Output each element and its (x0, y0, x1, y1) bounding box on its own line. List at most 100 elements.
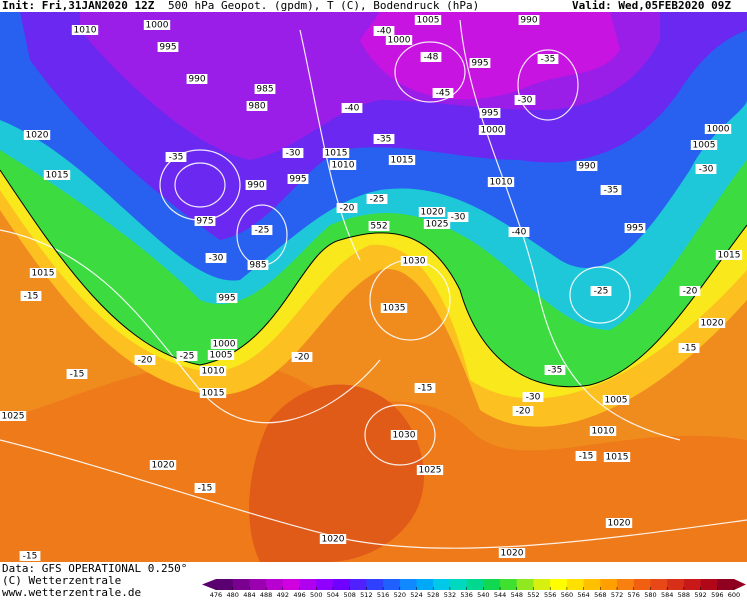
contour-label-box (487, 177, 515, 187)
colorbar-segment (566, 579, 585, 590)
contour-label: -15 (70, 370, 85, 380)
contour-label-box (199, 388, 227, 398)
colorbar-segment (466, 579, 484, 590)
colorbar-tick-label: 488 (260, 591, 272, 599)
colorbar-segment (316, 579, 334, 590)
contour-label: -25 (594, 287, 609, 297)
contour-label-box (575, 451, 597, 461)
contour-label-box (205, 253, 227, 263)
contour-label-box (245, 180, 267, 190)
colorbar-tick-label: 540 (477, 591, 489, 599)
colorbar-tick-label: 476 (210, 591, 222, 599)
contour-label-box (512, 406, 534, 416)
colorbar-tick-label: 516 (377, 591, 389, 599)
map-labels: 1010 1000 995 990 985 980 1020 1015 -35 -30 1015 10… (0, 15, 743, 562)
contour-label: 1015 (32, 269, 55, 279)
contour-label: -40 (512, 228, 527, 238)
contour-label: -30 (451, 213, 466, 223)
contour-label: 1010 (490, 178, 513, 188)
contour-label: -48 (424, 53, 439, 63)
contour-label: 1000 (388, 36, 411, 46)
map-field (0, 12, 747, 562)
colorbar-segment (617, 579, 635, 590)
colorbar-tick-label: 600 (728, 591, 740, 599)
contour-label: 1020 (152, 461, 175, 471)
contour-label: 985 (256, 85, 273, 95)
contour-label: 1005 (693, 141, 716, 151)
contour-label: -35 (548, 366, 563, 376)
contour-label: -35 (169, 153, 184, 163)
data-source: Data: GFS OPERATIONAL 0.250° (2, 562, 187, 575)
colorbar-segment (516, 579, 534, 590)
contour-label: -30 (699, 165, 714, 175)
colorbar-tick-label: 504 (327, 591, 339, 599)
contour-label-box (423, 219, 451, 229)
contour-label-box (216, 293, 238, 303)
contour-label-box (678, 343, 700, 353)
contour-label: 1020 (501, 549, 524, 559)
contour-label: -15 (579, 452, 594, 462)
colorbar-tick-label: 548 (511, 591, 523, 599)
contour-label-box (522, 392, 544, 402)
colorbar-tick-label: 500 (310, 591, 322, 599)
contour-label-box (282, 148, 304, 158)
colorbar-tick-label: 584 (661, 591, 673, 599)
colorbar-tick-label: 564 (577, 591, 589, 599)
contour-label-box (469, 58, 491, 68)
colorbar-segment (583, 579, 601, 590)
contour-label: 1030 (393, 431, 416, 441)
contour-label-box (704, 124, 732, 134)
contour-label: 1005 (210, 351, 233, 361)
contour-label: -15 (23, 552, 38, 562)
contour-label-box (287, 174, 309, 184)
contour-label: 995 (289, 175, 306, 185)
contour-label-box (291, 352, 313, 362)
colorbar-segment (266, 579, 284, 590)
contour-label-box (319, 534, 347, 544)
colorbar-segment (282, 579, 301, 590)
contour-label: 1010 (332, 161, 355, 171)
contour-label-box (207, 350, 235, 360)
colorbar-tick-label: 508 (343, 591, 355, 599)
contour-label-box (194, 483, 216, 493)
colorbar-tick-label: 496 (293, 591, 305, 599)
contour-label: 1025 (419, 466, 442, 476)
website: www.wetterzentrale.de (2, 586, 141, 599)
contour-label: -20 (683, 287, 698, 297)
contour-label: -35 (377, 135, 392, 145)
contour-label: 1015 (391, 156, 414, 166)
contour-label: -15 (24, 292, 39, 302)
contour-label-box (698, 318, 726, 328)
colorbar-segment (650, 579, 668, 590)
contour-label: 1015 (202, 389, 225, 399)
contour-label-box (478, 125, 506, 135)
contour-label: -30 (286, 149, 301, 159)
contour-label: 995 (471, 59, 488, 69)
contour-label: 990 (578, 162, 595, 172)
colorbar-segment (366, 579, 384, 590)
contour-label-box (194, 216, 216, 226)
contour-label: -15 (198, 484, 213, 494)
contour-label: 1035 (383, 304, 406, 314)
colorbar-tick-label: 588 (678, 591, 690, 599)
contour-label-box (210, 339, 238, 349)
contour-label-box (71, 25, 99, 35)
contour-label: 980 (248, 102, 265, 112)
contour-label: -40 (345, 104, 360, 114)
contour-label: -35 (541, 55, 556, 65)
contour-label-box (418, 207, 446, 217)
contour-label-box (29, 268, 57, 278)
colorbar-tick-label: 532 (444, 591, 456, 599)
colorbar-segment (433, 579, 451, 590)
contour-label-box (537, 54, 559, 64)
contour-label-box (165, 152, 187, 162)
colorbar-tick-label: 480 (226, 591, 238, 599)
contour-label-box (157, 42, 179, 52)
contour-label: -20 (138, 356, 153, 366)
contour-label-box (186, 74, 208, 84)
contour-label-box (373, 26, 395, 36)
colorbar-tick-label: 576 (628, 591, 640, 599)
contour-label-box (416, 465, 444, 475)
contour-label: 1005 (417, 16, 440, 26)
